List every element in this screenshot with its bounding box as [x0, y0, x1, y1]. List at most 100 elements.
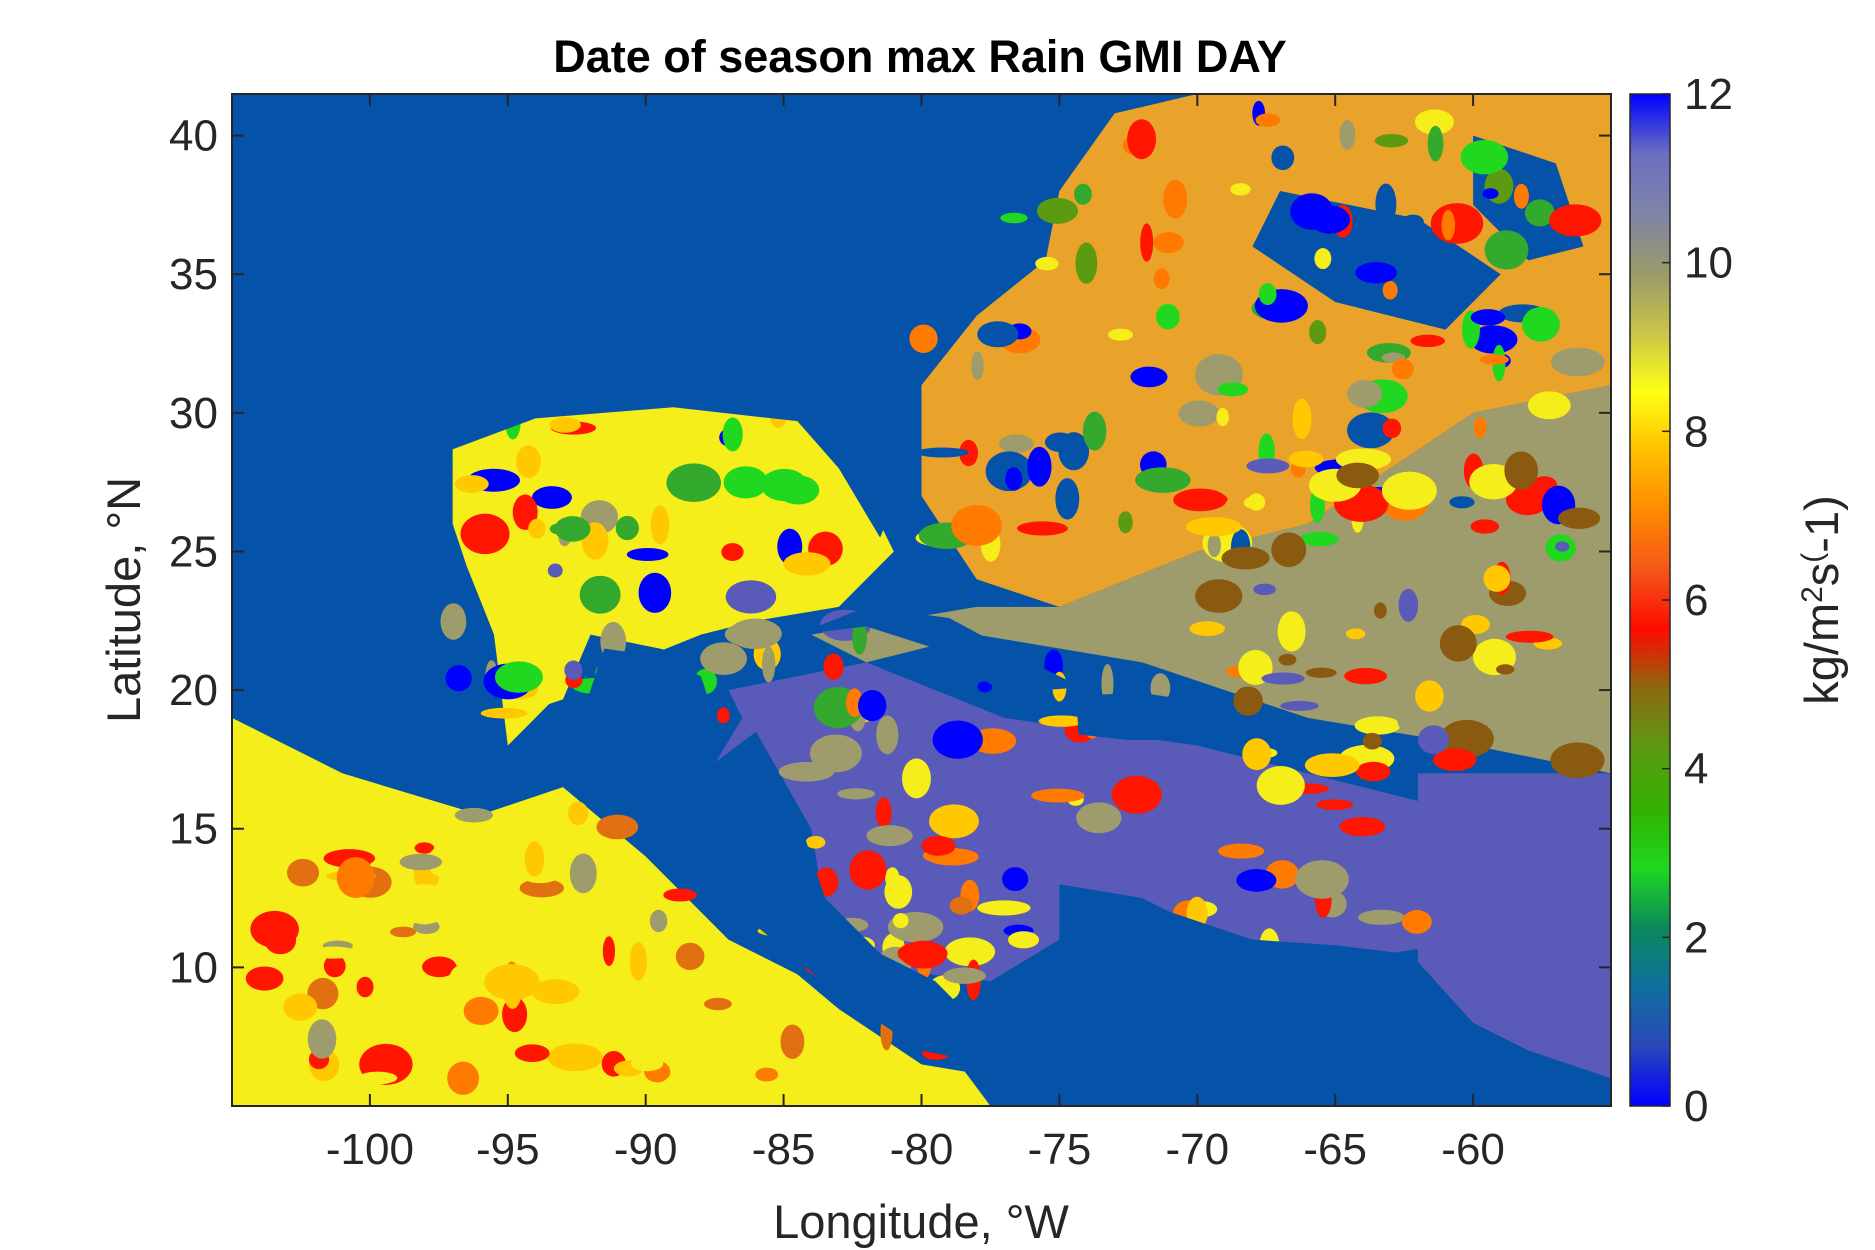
rain-patch	[626, 547, 669, 562]
rain-patch	[783, 552, 831, 576]
rain-patch	[1076, 802, 1122, 834]
rain-patch	[1135, 467, 1191, 493]
rain-patch	[1288, 450, 1324, 468]
rain-patch	[283, 993, 318, 1021]
rain-patch	[463, 996, 499, 1026]
rain-patch	[460, 513, 510, 555]
rain-patch	[554, 516, 591, 542]
rain-patch	[1374, 133, 1409, 148]
rain-patch	[949, 896, 973, 915]
rain-patch	[1304, 753, 1360, 778]
rain-patch	[528, 518, 546, 539]
rain-patch	[1185, 517, 1242, 537]
rain-patch	[1550, 742, 1605, 779]
rain-patch	[1557, 507, 1601, 529]
rain-patch	[1355, 261, 1397, 284]
rain-patch	[1253, 583, 1276, 596]
rain-patch	[1202, 493, 1228, 505]
rain-patch	[837, 788, 875, 800]
rain-patch	[307, 1019, 337, 1059]
rain-patch	[921, 835, 956, 856]
rain-patch	[944, 937, 996, 967]
cuba-outline	[797, 606, 1082, 693]
rain-patch	[1420, 279, 1439, 298]
rain-patch	[1382, 418, 1402, 439]
colorbar-tick-label: 0	[1684, 1082, 1708, 1131]
rain-patch	[447, 1061, 480, 1095]
rain-patch	[892, 913, 909, 929]
rain-patch	[1195, 579, 1243, 613]
rain-patch	[1277, 611, 1306, 652]
rain-patch	[1441, 209, 1456, 241]
rain-patch	[1430, 203, 1484, 244]
rain-patch	[943, 967, 986, 984]
rain-patch	[704, 997, 732, 1011]
rain-patch	[852, 619, 867, 655]
plot-area: -100 -95 -90 -85 -80 -75 -70 -65 -60 10 15 20 25 30 3…	[169, 93, 1612, 1174]
rain-patch	[902, 758, 931, 799]
northwest-water-overlay	[232, 94, 1019, 710]
rain-patch	[515, 445, 541, 479]
rain-patch	[723, 466, 768, 499]
rain-patch	[951, 504, 1002, 546]
rain-patch	[1218, 843, 1265, 859]
y-axis-ticks: 10 15 20 25 30 35 40	[169, 112, 1611, 992]
rain-patch	[547, 563, 563, 578]
rain-patch	[1082, 411, 1107, 451]
rain-patch	[1401, 910, 1432, 934]
rain-patch	[1163, 179, 1188, 219]
rain-patch	[1427, 125, 1444, 162]
rain-patch	[1243, 496, 1264, 509]
rain-patch	[1242, 738, 1272, 771]
rain-patch	[916, 447, 969, 458]
x-tick-label: -95	[476, 1125, 540, 1174]
rain-patch	[1258, 283, 1277, 306]
rain-patch	[1140, 223, 1154, 262]
colorbar-tick-label: 12	[1684, 70, 1733, 119]
rain-patch	[1344, 667, 1388, 685]
rain-patch	[630, 1056, 664, 1072]
rain-patch	[1216, 408, 1229, 427]
rain-patch	[455, 475, 489, 493]
rain-patch	[760, 468, 808, 502]
rain-patch	[900, 940, 947, 969]
rain-patch	[399, 853, 443, 871]
rain-patch	[663, 888, 697, 902]
rain-patch	[474, 892, 490, 923]
rain-patch	[971, 351, 984, 381]
rain-patch	[1410, 334, 1445, 348]
rain-patch	[1035, 256, 1059, 271]
rain-patch	[1460, 139, 1509, 175]
rain-patch	[1256, 766, 1305, 805]
rain-patch	[977, 900, 1031, 916]
rain-patch	[1246, 458, 1290, 474]
rain-patch	[1373, 602, 1387, 619]
rain-patch	[1017, 521, 1068, 536]
rain-patch	[809, 734, 862, 773]
rain-patch	[1189, 621, 1225, 637]
rain-patch	[1309, 205, 1351, 234]
rain-patch	[778, 762, 835, 782]
rain-patch	[1414, 109, 1455, 135]
rain-patch	[1236, 869, 1277, 892]
rain-patch	[1055, 478, 1080, 520]
rain-patch	[1555, 541, 1570, 552]
rain-patch	[1505, 630, 1554, 643]
rain-patch	[422, 956, 457, 978]
colorbar-tick-label: 6	[1684, 576, 1708, 625]
rain-patch	[866, 825, 913, 847]
rain-patch	[245, 966, 284, 991]
rain-patch	[1496, 664, 1515, 675]
rain-patch	[755, 1067, 779, 1082]
rain-patch	[909, 324, 938, 353]
rain-patch	[1156, 303, 1180, 330]
rain-patch	[1524, 199, 1555, 227]
rain-patch	[1423, 532, 1470, 557]
rain-patch	[581, 825, 599, 852]
rain-patch	[1280, 700, 1319, 711]
rain-patch	[1521, 306, 1560, 342]
hispaniola-outline	[1075, 692, 1242, 741]
rain-patch	[1550, 347, 1605, 377]
rain-patch	[929, 804, 979, 839]
rain-patch	[1415, 680, 1444, 712]
